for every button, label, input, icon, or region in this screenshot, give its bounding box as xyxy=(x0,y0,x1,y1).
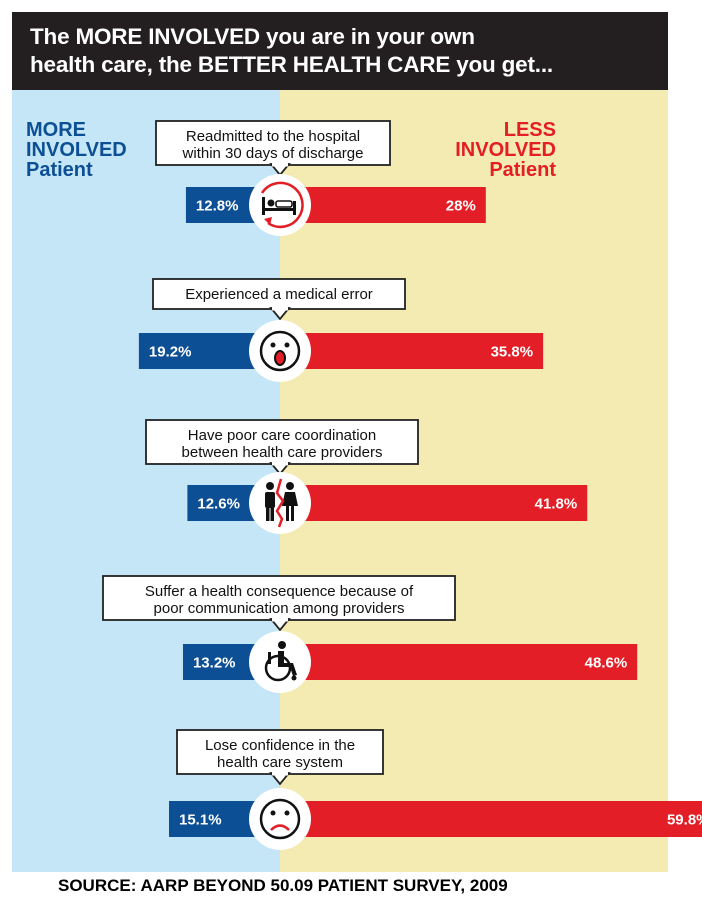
source-note: SOURCE: AARP BEYOND 50.09 PATIENT SURVEY… xyxy=(58,876,508,895)
hospital-bed-readmit-icon xyxy=(249,174,311,236)
callout-label: between health care providers xyxy=(182,444,383,461)
less-involved-value: 41.8% xyxy=(535,496,578,513)
less-involved-bar xyxy=(280,333,544,369)
less-involved-value: 59.8% xyxy=(667,812,702,829)
more-involved-legend-line: Patient xyxy=(26,159,93,181)
more-involved-legend-line: MORE xyxy=(26,119,86,141)
title-line-1: The MORE INVOLVED you are in your own xyxy=(30,24,475,49)
callout-label: health care system xyxy=(217,754,343,771)
callout-box: Suffer a health consequence because ofpo… xyxy=(102,575,456,632)
less-involved-bar xyxy=(280,644,638,680)
less-involved-bar xyxy=(280,801,702,837)
less-involved-bar xyxy=(280,187,486,223)
less-involved-legend: LESS INVOLVED Patient xyxy=(455,120,556,180)
less-involved-legend-line: INVOLVED xyxy=(455,139,556,161)
split-people-icon xyxy=(249,472,311,534)
title-banner: The MORE INVOLVED you are in your own he… xyxy=(12,12,668,90)
more-involved-value: 19.2% xyxy=(149,344,192,361)
more-involved-legend: MORE INVOLVED Patient xyxy=(26,120,127,180)
callout-label: Lose confidence in the xyxy=(205,737,355,754)
wheelchair-icon xyxy=(249,631,311,693)
title-line-2: health care, the BETTER HEALTH CARE you … xyxy=(30,52,553,77)
more-involved-legend-line: INVOLVED xyxy=(26,139,127,161)
callout-box: Experienced a medical error xyxy=(152,278,406,321)
less-involved-legend-line: LESS xyxy=(503,119,556,141)
row-group: Suffer a health consequence because ofpo… xyxy=(102,575,638,693)
less-involved-legend-line: Patient xyxy=(489,159,556,181)
less-involved-value: 35.8% xyxy=(491,344,534,361)
more-involved-value: 15.1% xyxy=(179,812,222,829)
shocked-face-icon xyxy=(249,320,311,382)
less-involved-value: 28% xyxy=(446,198,476,215)
less-involved-bar xyxy=(280,485,588,521)
less-involved-value: 48.6% xyxy=(585,655,628,672)
callout-label: Suffer a health consequence because of xyxy=(145,583,414,600)
callout-label: Readmitted to the hospital xyxy=(186,128,360,145)
callout-label: Have poor care coordination xyxy=(188,427,376,444)
row-group: Experienced a medical error 19.2% 35.8% xyxy=(138,278,544,382)
callout-label: within 30 days of discharge xyxy=(182,145,364,162)
sad-face-icon xyxy=(249,788,311,850)
more-involved-value: 12.8% xyxy=(196,198,239,215)
callout-label: poor communication among providers xyxy=(154,600,405,617)
more-involved-value: 13.2% xyxy=(193,655,236,672)
callout-label: Experienced a medical error xyxy=(185,286,373,303)
more-involved-value: 12.6% xyxy=(197,496,240,513)
